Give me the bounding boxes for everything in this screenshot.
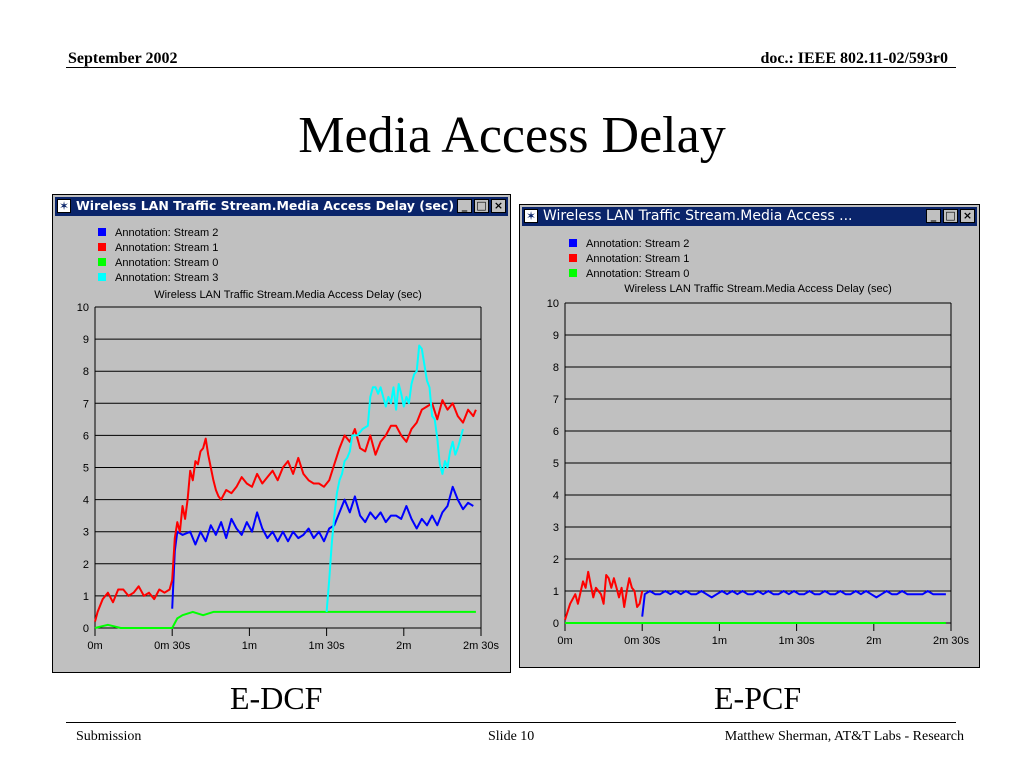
x-tick-label: 2m 30s bbox=[933, 635, 970, 647]
footer-author: Matthew Sherman, AT&T Labs - Research bbox=[724, 729, 964, 744]
series-line-annotation-stream-2 bbox=[171, 485, 474, 609]
header-date: September 2002 bbox=[68, 50, 178, 67]
y-tick-label: 7 bbox=[553, 394, 559, 406]
y-tick-label: 0 bbox=[553, 618, 559, 630]
window-title: Wireless LAN Traffic Stream.Media Access… bbox=[76, 198, 455, 213]
series-line-annotation-stream-2 bbox=[641, 590, 946, 617]
app-icon: ✶ bbox=[57, 199, 71, 213]
legend-label: Annotation: Stream 2 bbox=[115, 227, 218, 239]
y-tick-label: 9 bbox=[83, 334, 89, 346]
legend-label: Annotation: Stream 0 bbox=[115, 257, 218, 269]
x-tick-label: 0m bbox=[557, 635, 572, 647]
legend-swatch bbox=[98, 258, 106, 266]
epcf-chart-window[interactable]: ✶ Wireless LAN Traffic Stream.Media Acce… bbox=[519, 204, 980, 668]
y-tick-label: 6 bbox=[83, 430, 89, 442]
y-tick-label: 8 bbox=[83, 366, 89, 378]
legend-swatch bbox=[98, 228, 106, 236]
footer-rule bbox=[66, 722, 956, 723]
legend-swatch bbox=[569, 269, 577, 277]
series-line-annotation-stream-1 bbox=[94, 399, 477, 622]
y-tick-label: 8 bbox=[553, 362, 559, 374]
y-tick-label: 6 bbox=[553, 426, 559, 438]
x-tick-label: 1m bbox=[242, 640, 257, 652]
y-tick-label: 3 bbox=[553, 522, 559, 534]
chart-title: Wireless LAN Traffic Stream.Media Access… bbox=[624, 283, 892, 295]
y-tick-label: 3 bbox=[83, 527, 89, 539]
app-icon: ✶ bbox=[524, 209, 538, 223]
y-tick-label: 5 bbox=[83, 463, 89, 475]
slide-title: Media Access Delay bbox=[298, 107, 726, 164]
y-tick-label: 5 bbox=[553, 458, 559, 470]
y-tick-label: 2 bbox=[83, 559, 89, 571]
minimize-button[interactable]: _ bbox=[926, 209, 941, 223]
legend-label: Annotation: Stream 1 bbox=[115, 242, 218, 254]
chart-title: Wireless LAN Traffic Stream.Media Access… bbox=[154, 289, 422, 301]
legend-swatch bbox=[569, 239, 577, 247]
y-tick-label: 4 bbox=[553, 490, 559, 502]
x-tick-label: 2m 30s bbox=[463, 640, 500, 652]
legend-swatch bbox=[569, 254, 577, 262]
y-tick-label: 9 bbox=[553, 330, 559, 342]
header-rule bbox=[66, 67, 956, 68]
series-line-annotation-stream-0 bbox=[94, 610, 476, 629]
legend-label: Annotation: Stream 2 bbox=[586, 238, 689, 250]
y-tick-label: 2 bbox=[553, 554, 559, 566]
minimize-button[interactable]: _ bbox=[457, 199, 472, 213]
header-doc-id: doc.: IEEE 802.11-02/593r0 bbox=[760, 50, 948, 67]
legend-label: Annotation: Stream 3 bbox=[115, 272, 218, 284]
edcf-chart: Annotation: Stream 2 Annotation: Stream 1… bbox=[77, 227, 500, 652]
close-button[interactable]: × bbox=[960, 209, 975, 223]
window-titlebar[interactable]: ✶ Wireless LAN Traffic Stream.Media Acce… bbox=[55, 197, 508, 216]
x-tick-label: 0m 30s bbox=[624, 635, 661, 647]
legend-swatch bbox=[98, 273, 106, 281]
legend-swatch bbox=[98, 243, 106, 251]
x-tick-label: 0m 30s bbox=[154, 640, 191, 652]
x-tick-label: 1m bbox=[712, 635, 727, 647]
y-tick-label: 1 bbox=[83, 591, 89, 603]
footer-slide-number: Slide 10 bbox=[488, 729, 535, 744]
maximize-button[interactable]: □ bbox=[943, 209, 958, 223]
x-tick-label: 0m bbox=[87, 640, 102, 652]
x-tick-label: 1m 30s bbox=[779, 635, 816, 647]
y-tick-label: 7 bbox=[83, 398, 89, 410]
legend-label: Annotation: Stream 0 bbox=[586, 268, 689, 280]
series-line-annotation-stream-3 bbox=[325, 344, 464, 612]
footer-submission: Submission bbox=[76, 729, 142, 744]
legend-label: Annotation: Stream 1 bbox=[586, 253, 689, 265]
edcf-caption: E-DCF bbox=[230, 680, 323, 716]
x-tick-label: 1m 30s bbox=[309, 640, 346, 652]
window-title: Wireless LAN Traffic Stream.Media Access… bbox=[543, 208, 853, 224]
x-tick-label: 2m bbox=[396, 640, 411, 652]
epcf-caption: E-PCF bbox=[714, 680, 802, 716]
maximize-button[interactable]: □ bbox=[474, 199, 489, 213]
y-tick-label: 4 bbox=[83, 495, 89, 507]
close-button[interactable]: × bbox=[491, 199, 506, 213]
y-tick-label: 1 bbox=[553, 586, 559, 598]
edcf-chart-window[interactable]: ✶ Wireless LAN Traffic Stream.Media Acce… bbox=[52, 194, 511, 673]
epcf-chart: Annotation: Stream 2 Annotation: Stream 1… bbox=[547, 238, 970, 647]
series-line-annotation-stream-1 bbox=[564, 570, 644, 621]
y-tick-label: 10 bbox=[547, 298, 559, 310]
x-tick-label: 2m bbox=[866, 635, 881, 647]
window-titlebar[interactable]: ✶ Wireless LAN Traffic Stream.Media Acce… bbox=[522, 207, 977, 226]
y-tick-label: 10 bbox=[77, 302, 89, 314]
y-tick-label: 0 bbox=[83, 623, 89, 635]
